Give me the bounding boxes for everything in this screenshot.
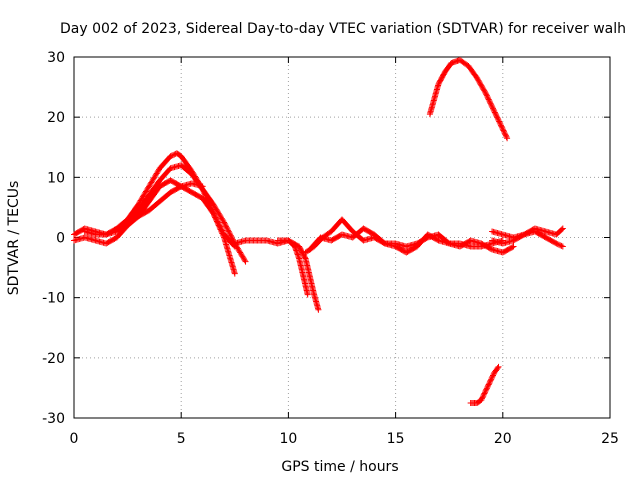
y-tick-label: 0 bbox=[56, 231, 65, 247]
x-tick-label: 5 bbox=[177, 431, 186, 447]
y-axis-label: SDTVAR / TECUs bbox=[6, 181, 22, 296]
x-tick-label: 15 bbox=[387, 431, 405, 447]
series-s12 bbox=[489, 228, 566, 250]
series-s10 bbox=[467, 363, 502, 406]
series-markers bbox=[467, 363, 502, 406]
chart-title: Day 002 of 2023, Sidereal Day-to-day VTE… bbox=[60, 21, 626, 37]
ticks: 0 5 10 15 20 25 -30 -20 -10 0 10 20 30 bbox=[42, 50, 619, 447]
data-points bbox=[71, 57, 566, 406]
series-s3 bbox=[81, 177, 238, 277]
series-s4 bbox=[113, 180, 206, 232]
series-markers bbox=[113, 180, 206, 232]
series-s2 bbox=[71, 162, 249, 265]
series-markers bbox=[489, 228, 566, 250]
series-s6 bbox=[274, 237, 311, 298]
x-tick-label: 20 bbox=[494, 431, 512, 447]
x-tick-label: 10 bbox=[279, 431, 297, 447]
series-markers bbox=[306, 225, 517, 256]
series-markers bbox=[81, 177, 238, 277]
series-s9 bbox=[426, 57, 511, 142]
y-tick-label: -10 bbox=[42, 291, 65, 307]
y-tick-label: -30 bbox=[42, 411, 65, 427]
y-tick-label: -20 bbox=[42, 351, 65, 367]
y-tick-label: 20 bbox=[47, 110, 65, 126]
x-tick-label: 25 bbox=[601, 431, 619, 447]
series-markers bbox=[274, 237, 311, 298]
y-tick-label: 10 bbox=[47, 170, 65, 186]
x-tick-label: 0 bbox=[70, 431, 79, 447]
series-s8 bbox=[306, 225, 517, 256]
series-markers bbox=[71, 162, 249, 265]
x-axis-label: GPS time / hours bbox=[281, 459, 398, 475]
series-markers bbox=[426, 57, 511, 142]
grid bbox=[74, 57, 610, 418]
y-tick-label: 30 bbox=[47, 50, 65, 66]
